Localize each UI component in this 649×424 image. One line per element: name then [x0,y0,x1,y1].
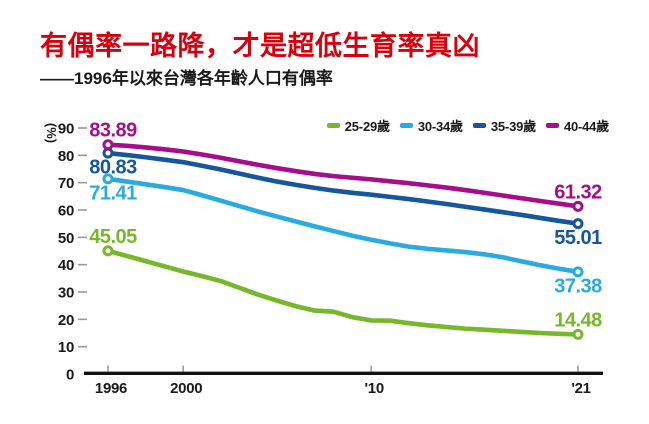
series-line-35-39歲 [105,150,581,226]
legend-item-25-29: 25-29歲 [326,116,390,135]
marker-end-35-39歲 [572,218,584,230]
y-axis-tick-label: 80 [58,148,74,165]
y-axis-tick-label: 50 [58,230,74,247]
legend-dash-icon-35-39 [472,123,486,128]
legend-label-40-44: 40-44歲 [563,119,609,134]
value-label-start-35-39歲: 80.83 [89,157,137,179]
y-axis-unit-label: (%) [44,123,59,143]
value-label-start-30-34歲: 71.41 [89,182,137,204]
legend-label-25-29: 25-29歲 [344,119,390,134]
series-line-40-44歲 [105,142,581,209]
x-axis-tick-label: '10 [365,380,384,397]
value-label-start-25-29歲: 45.05 [89,226,137,248]
value-label-end-40-44歲: 61.32 [554,181,602,203]
legend-label-35-39: 35-39歲 [490,119,536,134]
legend-item-40-44: 40-44歲 [545,116,609,135]
legend-label-30-34: 30-34歲 [417,119,463,134]
y-axis-tick-label: 70 [58,175,74,192]
x-axis-tick-label: 2000 [170,380,202,397]
marker-end-40-44歲 [572,200,584,212]
value-label-end-30-34歲: 37.38 [554,275,602,297]
value-label-start-40-44歲: 83.89 [89,120,137,142]
marker-start-40-44歲 [102,139,114,151]
legend-dash-icon-25-29 [326,123,340,128]
y-axis-tick-label: 30 [58,285,74,302]
legend-item-35-39: 35-39歲 [472,116,536,135]
series-line-25-29歲 [105,248,581,337]
y-axis-tick-label: 40 [58,257,74,274]
y-axis-tick-label: 20 [58,312,74,329]
chart-legend: 25-29歲 30-34歲 35-39歲 40-44歲 [326,116,609,135]
series-line-30-34歲 [105,176,581,275]
marker-end-30-34歲 [572,266,584,278]
legend-dash-icon-30-34 [399,123,413,128]
x-axis-tick-label: '21 [571,380,590,397]
marker-start-30-34歲 [102,173,114,185]
legend-item-30-34: 30-34歲 [399,116,463,135]
y-axis-tick-label: 90 [58,121,74,138]
value-label-end-35-39歲: 55.01 [554,227,602,249]
page-subtitle: ——1996年以來台灣各年齡人口有偶率 [40,69,333,88]
page-title: 有偶率一路降，才是超低生育率真凶 [40,31,480,61]
y-axis-tick-label: 60 [58,203,74,220]
x-axis-tick-label: 1996 [95,380,127,397]
marker-start-25-29歲 [102,245,114,257]
marker-end-25-29歲 [572,328,584,340]
y-axis-tick-label: 10 [58,339,74,356]
value-label-end-25-29歲: 14.48 [554,309,602,331]
legend-dash-icon-40-44 [545,123,559,128]
y-axis-tick-label: 0 [66,367,74,384]
